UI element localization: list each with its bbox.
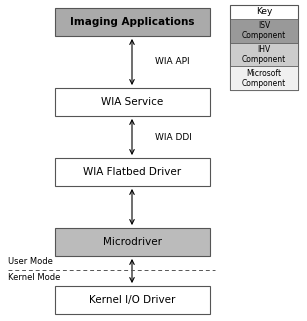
Text: ISV
Component: ISV Component xyxy=(242,22,286,40)
Text: Key: Key xyxy=(256,7,272,16)
Bar xyxy=(230,43,298,66)
Bar xyxy=(55,228,210,256)
Text: Kernel Mode: Kernel Mode xyxy=(8,273,60,282)
Text: Imaging Applications: Imaging Applications xyxy=(70,17,195,27)
Text: IHV
Component: IHV Component xyxy=(242,45,286,64)
Bar xyxy=(230,5,298,90)
Bar xyxy=(55,8,210,36)
Bar xyxy=(230,19,298,43)
Text: WIA Service: WIA Service xyxy=(101,97,164,107)
Text: WIA Flatbed Driver: WIA Flatbed Driver xyxy=(84,167,181,177)
Text: User Mode: User Mode xyxy=(8,257,53,266)
Bar xyxy=(55,286,210,314)
Text: WIA API: WIA API xyxy=(155,57,190,66)
Bar xyxy=(55,88,210,116)
Text: WIA DDI: WIA DDI xyxy=(155,133,192,142)
Bar xyxy=(230,66,298,90)
Text: Microdriver: Microdriver xyxy=(103,237,162,247)
Text: Microsoft
Component: Microsoft Component xyxy=(242,69,286,88)
Bar xyxy=(55,158,210,186)
Text: Kernel I/O Driver: Kernel I/O Driver xyxy=(89,295,176,305)
